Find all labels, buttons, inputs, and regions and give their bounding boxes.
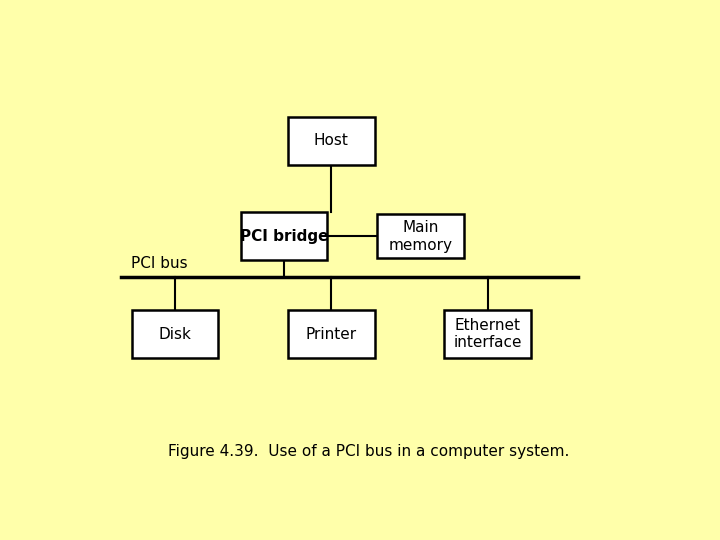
Text: PCI bus: PCI bus [132, 255, 188, 271]
FancyBboxPatch shape [444, 310, 531, 358]
Text: Figure 4.39.  Use of a PCI bus in a computer system.: Figure 4.39. Use of a PCI bus in a compu… [168, 444, 570, 459]
Text: Main
memory: Main memory [389, 220, 453, 253]
Text: Host: Host [314, 133, 348, 148]
Text: PCI bridge: PCI bridge [240, 229, 328, 244]
Text: Disk: Disk [158, 327, 192, 341]
FancyBboxPatch shape [288, 117, 374, 165]
Text: Printer: Printer [306, 327, 357, 341]
FancyBboxPatch shape [132, 310, 218, 358]
FancyBboxPatch shape [240, 212, 327, 260]
Text: Ethernet
interface: Ethernet interface [454, 318, 522, 350]
FancyBboxPatch shape [288, 310, 374, 358]
FancyBboxPatch shape [377, 214, 464, 258]
